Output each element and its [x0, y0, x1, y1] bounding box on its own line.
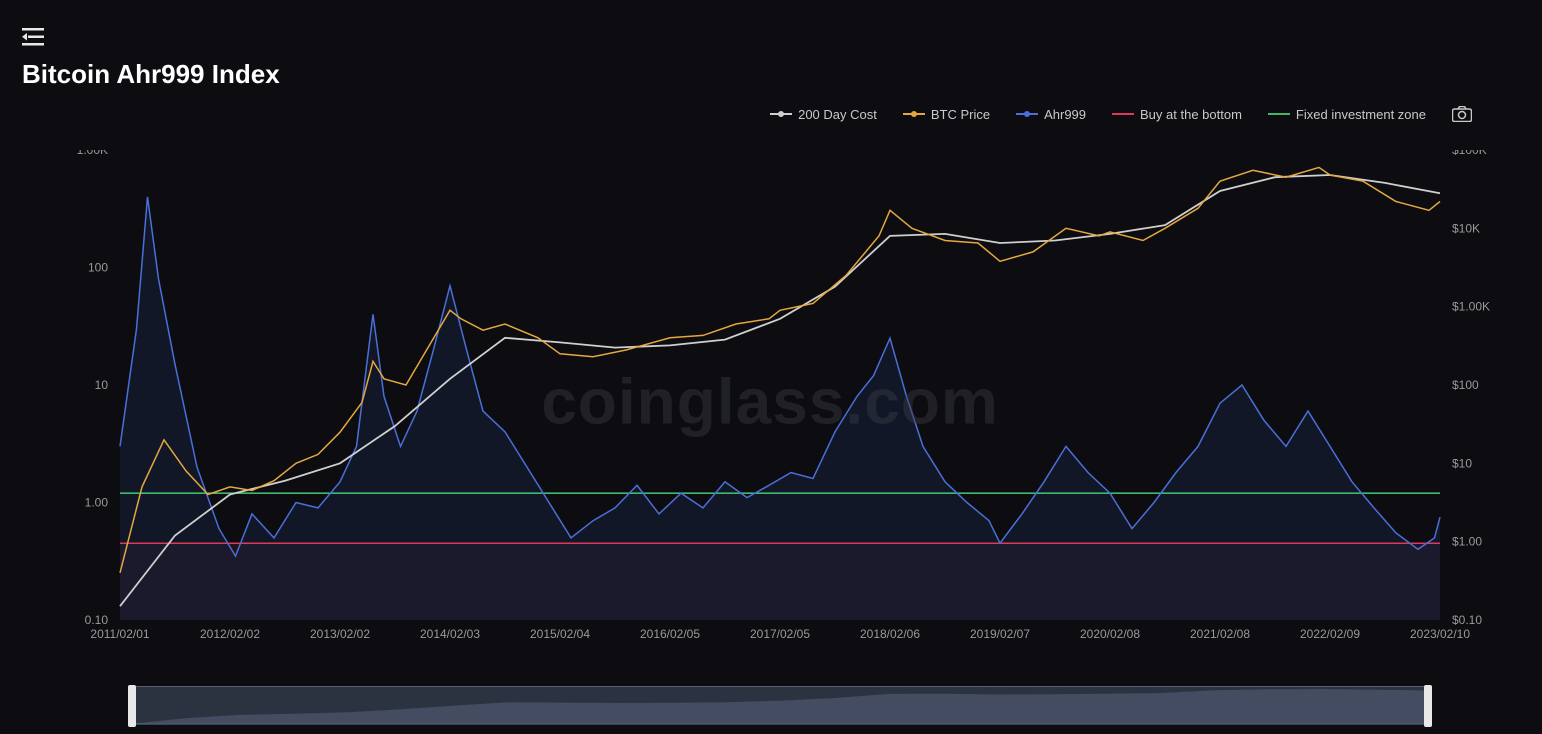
svg-text:0.10: 0.10: [85, 613, 109, 627]
svg-text:$1.00: $1.00: [1452, 535, 1482, 549]
legend-item[interactable]: 200 Day Cost: [770, 107, 877, 122]
svg-text:100: 100: [88, 261, 108, 275]
legend-swatch: [770, 108, 792, 120]
svg-text:2016/02/05: 2016/02/05: [640, 627, 700, 641]
svg-text:$10: $10: [1452, 456, 1472, 470]
ahr999-chart[interactable]: coinglass.com 0.101.00101001.00K$0.10$1.…: [40, 150, 1500, 660]
legend-item[interactable]: BTC Price: [903, 107, 990, 122]
screenshot-icon[interactable]: [1452, 106, 1472, 122]
legend-item[interactable]: Buy at the bottom: [1112, 107, 1242, 122]
svg-text:2021/02/08: 2021/02/08: [1190, 627, 1250, 641]
scrubber-handle-right[interactable]: [1424, 685, 1432, 727]
page-title: Bitcoin Ahr999 Index: [22, 59, 280, 90]
legend-swatch: [1112, 108, 1134, 120]
legend-swatch: [1268, 108, 1290, 120]
legend-item[interactable]: Ahr999: [1016, 107, 1086, 122]
legend-swatch: [903, 108, 925, 120]
svg-text:2012/02/02: 2012/02/02: [200, 627, 260, 641]
svg-text:1.00K: 1.00K: [77, 150, 108, 157]
time-range-scrubber[interactable]: [130, 686, 1430, 724]
legend-label: BTC Price: [931, 107, 990, 122]
svg-text:2018/02/06: 2018/02/06: [860, 627, 920, 641]
sidebar-toggle-icon[interactable]: [22, 28, 44, 46]
legend-item[interactable]: Fixed investment zone: [1268, 107, 1426, 122]
legend-label: Fixed investment zone: [1296, 107, 1426, 122]
svg-text:$1.00K: $1.00K: [1452, 300, 1490, 314]
legend-label: Buy at the bottom: [1140, 107, 1242, 122]
svg-text:$100: $100: [1452, 378, 1479, 392]
scrubber-handle-left[interactable]: [128, 685, 136, 727]
legend-label: Ahr999: [1044, 107, 1086, 122]
svg-text:$10K: $10K: [1452, 221, 1480, 235]
chart-legend: 200 Day Cost BTC Price Ahr999 Buy at the bo…: [770, 106, 1472, 122]
svg-text:2011/02/01: 2011/02/01: [90, 627, 149, 641]
svg-text:2019/02/07: 2019/02/07: [970, 627, 1030, 641]
svg-text:2023/02/10: 2023/02/10: [1410, 627, 1470, 641]
svg-text:2022/02/09: 2022/02/09: [1300, 627, 1360, 641]
svg-text:2020/02/08: 2020/02/08: [1080, 627, 1140, 641]
svg-text:$100K: $100K: [1452, 150, 1487, 157]
svg-text:2015/02/04: 2015/02/04: [530, 627, 590, 641]
svg-text:$0.10: $0.10: [1452, 613, 1482, 627]
legend-label: 200 Day Cost: [798, 107, 877, 122]
svg-text:2017/02/05: 2017/02/05: [750, 627, 810, 641]
svg-text:1.00: 1.00: [85, 496, 109, 510]
legend-swatch: [1016, 108, 1038, 120]
svg-text:2014/02/03: 2014/02/03: [420, 627, 480, 641]
svg-text:2013/02/02: 2013/02/02: [310, 627, 370, 641]
svg-text:10: 10: [95, 378, 109, 392]
